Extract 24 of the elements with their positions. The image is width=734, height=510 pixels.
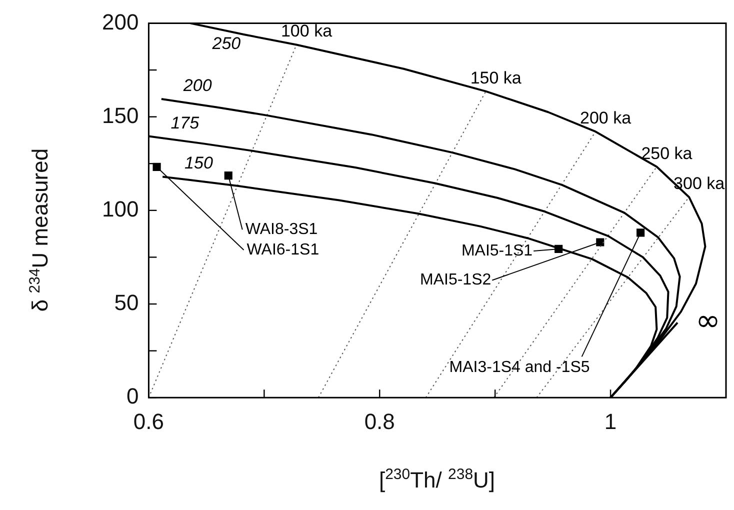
y-tick-label: 200 xyxy=(102,9,139,34)
annotation: WAI6-1S1 xyxy=(246,241,320,258)
series-label: 200 xyxy=(182,76,212,96)
series-label: 250 xyxy=(211,34,242,54)
x-tick-label: 0.8 xyxy=(364,408,395,434)
annotation: WAI8-3S1 xyxy=(245,220,318,238)
y-tick-label: 0 xyxy=(126,384,139,409)
series-label: 175 xyxy=(170,113,200,132)
annotation: MAI3-1S4 and -1S5 xyxy=(449,359,590,376)
series-label: ∞ xyxy=(696,304,721,339)
y-tick-label: 100 xyxy=(102,196,139,222)
y-tick-label: 150 xyxy=(102,102,139,128)
series-label: 150 ka xyxy=(470,68,522,88)
y-tick-label: 50 xyxy=(114,290,139,316)
series-label: 300 ka xyxy=(674,174,726,194)
annotation: MAI5-1S2 xyxy=(420,272,492,289)
series-label: 150 xyxy=(184,154,214,173)
x-tick-label: 1 xyxy=(604,408,617,434)
x-tick-label: 0.6 xyxy=(133,408,164,434)
annotation: MAI5-1S1 xyxy=(461,242,533,260)
series-label: 200 ka xyxy=(580,108,632,128)
series-label: 100 ka xyxy=(280,22,333,41)
series-label: 250 ka xyxy=(641,144,693,163)
x-axis-title: [$^{230}$Th/ $^{238}$U] xyxy=(378,466,496,494)
